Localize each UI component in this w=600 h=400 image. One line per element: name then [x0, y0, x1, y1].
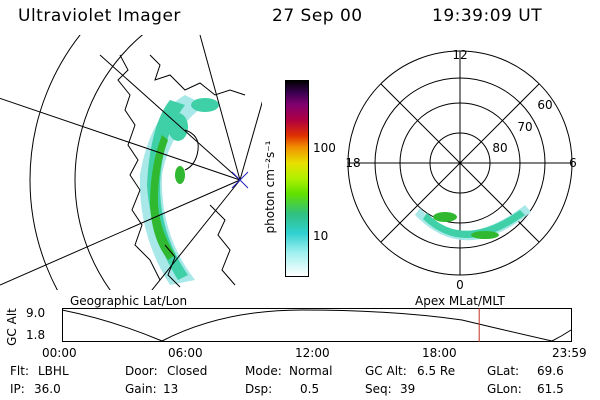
param-dsp-label: Dsp: — [245, 382, 273, 396]
apex-caption: Apex MLat/MLT — [415, 294, 505, 308]
meridian — [199, 35, 241, 181]
mlt-line — [380, 83, 540, 243]
orbit-xtick-1200: 12:00 — [295, 346, 330, 360]
date-label: 27 Sep 00 — [272, 6, 363, 26]
pole-marker — [231, 171, 249, 189]
orbit-altitude-plot — [62, 308, 572, 342]
meridian — [0, 97, 241, 181]
orbit-xtick-2359: 23:59 — [552, 346, 587, 360]
geographic-caption: Geographic Lat/Lon — [70, 294, 188, 308]
color-scale-bar — [285, 80, 309, 277]
param-flt-label: Flt: — [10, 364, 29, 378]
param-door-value: Closed — [167, 364, 208, 378]
param-mode-value: Normal — [289, 364, 333, 378]
param-flt-value: LBHL — [38, 364, 69, 378]
param-door-label: Door: — [125, 364, 158, 378]
param-dsp-value: 0.5 — [300, 382, 320, 396]
mlt-label-6: 6 — [569, 156, 577, 170]
param-glat-value: 69.6 — [537, 364, 564, 378]
lat-circle — [74, 35, 144, 290]
coastline — [184, 129, 199, 171]
mlat-label-80: 80 — [492, 141, 507, 155]
orbit-xtick-1800: 18:00 — [422, 346, 457, 360]
coastline — [117, 54, 161, 281]
polar-plot: 12 18 6 0 60 70 80 — [345, 48, 577, 292]
mlat-label-60: 60 — [537, 98, 552, 112]
meridian — [151, 179, 241, 290]
param-gcalt-value: 6.5 Re — [417, 364, 456, 378]
meridian — [99, 54, 241, 181]
param-ip-value: 36.0 — [34, 382, 61, 396]
param-ip-label: IP: — [10, 382, 25, 396]
param-gain-value: 13 — [163, 382, 179, 396]
param-mode-label: Mode: — [245, 364, 282, 378]
coastline — [209, 204, 236, 286]
orbit-ytick-low: 1.8 — [26, 328, 46, 342]
param-seq-label: Seq: — [365, 382, 392, 396]
orbit-axis-label: GC Alt — [5, 308, 19, 346]
orbit-xtick-0000: 00:00 — [42, 346, 77, 360]
param-gain-label: Gain: — [125, 382, 157, 396]
param-gcalt-label: GC Alt: — [365, 364, 407, 378]
mlt-label-18: 18 — [345, 156, 360, 170]
orbit-ytick-high: 9.0 — [26, 306, 46, 320]
param-glat-label: GLat: — [487, 364, 520, 378]
mlt-label-0: 0 — [456, 278, 464, 292]
mlt-label-12: 12 — [452, 48, 467, 62]
time-label: 19:39:09 UT — [432, 6, 543, 26]
instrument-title: Ultraviolet Imager — [18, 6, 181, 26]
mlat-label-70: 70 — [517, 120, 532, 134]
lat-circle — [29, 35, 81, 290]
orbit-xtick-0600: 06:00 — [168, 346, 203, 360]
meridian — [239, 101, 262, 181]
colorbar-unit-label: photon cm⁻²s⁻¹ — [263, 140, 277, 234]
aurora-oval-polar — [415, 205, 531, 241]
coastline — [149, 54, 246, 96]
colorbar-tick-100: 100 — [313, 141, 336, 155]
colorbar-tick-10: 10 — [313, 229, 329, 243]
param-glon-label: GLon: — [487, 382, 522, 396]
aurora-band-geographic — [139, 95, 219, 285]
geographic-map — [0, 35, 262, 290]
param-seq-value: 39 — [400, 382, 416, 396]
meridian — [0, 179, 241, 286]
param-glon-value: 61.5 — [537, 382, 564, 396]
orbit-curve — [62, 309, 572, 342]
